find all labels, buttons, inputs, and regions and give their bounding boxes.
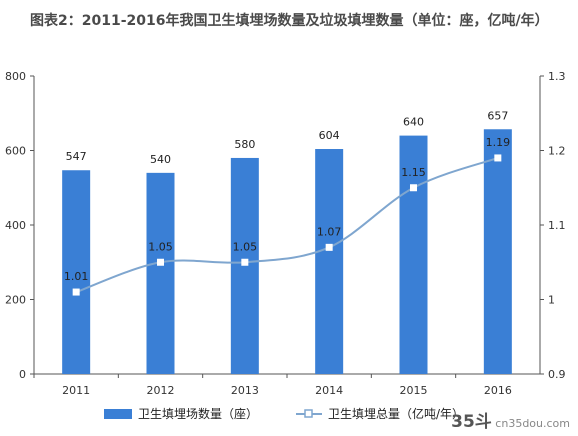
line-point [410,184,417,192]
bar-data-label: 547 [66,150,87,163]
legend: 卫生填埋场数量（座） 卫生填埋总量（亿吨/年） [104,406,464,421]
x-tick-label: 2013 [231,384,259,397]
right-tick-label: 1 [548,294,555,307]
line-data-label: 1.05 [148,240,173,253]
left-tick-label: 200 [5,294,26,307]
left-tick-label: 400 [5,219,26,232]
left-tick-label: 800 [5,70,26,83]
watermark: 35斗 cn35dou.com [451,407,570,432]
x-tick-label: 2012 [147,384,175,397]
line-path [75,157,499,293]
legend-bar-label: 卫生填埋场数量（座） [138,406,258,421]
legend-line-label: 卫生填埋总量（亿吨/年） [328,406,464,421]
line-data-label: 1.15 [401,166,426,179]
x-tick-label: 2015 [400,384,428,397]
x-tick-label: 2011 [62,384,90,397]
line-data-label: 1.01 [64,270,89,283]
bar [230,157,259,374]
right-tick-label: 1.1 [548,219,566,232]
line-data-label: 1.05 [233,240,258,253]
bar-data-label: 604 [319,129,340,142]
right-tick-label: 1.3 [548,70,566,83]
legend-bar-swatch [104,409,132,419]
bar [62,170,91,374]
bar-series: 547 540 580 604 640 657 [62,109,512,374]
bar [483,129,512,374]
left-tick-label: 600 [5,145,26,158]
chart-title: 图表2：2011-2016年我国卫生填埋场数量及垃圾填埋数量（单位：座，亿吨/年… [30,13,549,29]
line-point [494,154,502,162]
axes: 0 200 400 600 800 0.9 1 1.1 1.2 1.3 2011 2012 2013 20… [5,70,566,397]
bar-data-label: 580 [234,138,255,151]
bar-data-label: 640 [403,116,424,129]
x-tick-label: 2016 [484,384,512,397]
left-tick-label: 0 [19,368,26,381]
x-tick-label: 2014 [315,384,343,397]
line-point [241,258,249,266]
line-series: 1.01 1.05 1.05 1.07 1.15 1.19 [64,136,511,296]
watermark-brand: 35斗 [451,412,492,432]
right-tick-label: 1.2 [548,145,566,158]
bar [146,172,175,374]
line-point [72,288,80,296]
line-data-label: 1.07 [317,225,342,238]
line-data-label: 1.19 [486,136,511,149]
line-point [325,243,333,251]
bar [315,149,344,374]
line-point [157,258,164,266]
right-tick-label: 0.9 [548,368,566,381]
watermark-site: cn35dou.com [495,417,570,430]
bar-data-label: 657 [487,109,508,122]
legend-line-marker [304,409,313,418]
bar-data-label: 540 [150,153,171,166]
bar [399,135,428,374]
